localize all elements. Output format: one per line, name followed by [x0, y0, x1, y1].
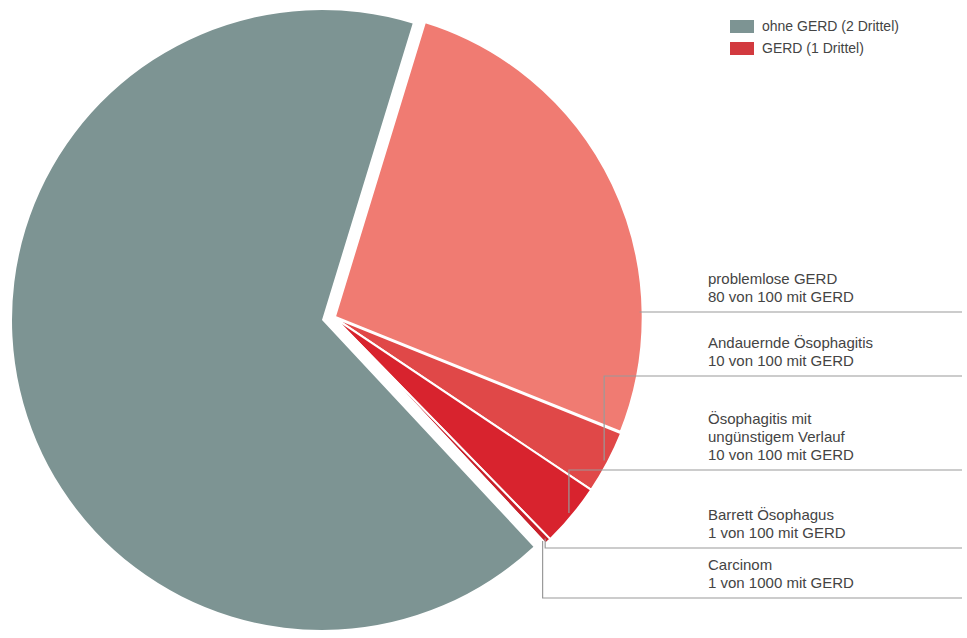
svg-text:ohne GERD (2 Drittel): ohne GERD (2 Drittel): [762, 18, 899, 34]
svg-text:ungünstigem Verlauf: ungünstigem Verlauf: [708, 428, 846, 445]
svg-text:GERD (1 Drittel): GERD (1 Drittel): [762, 40, 864, 56]
svg-text:1 von 1000 mit GERD: 1 von 1000 mit GERD: [708, 574, 854, 591]
svg-text:Andauernde Ösophagitis: Andauernde Ösophagitis: [708, 334, 873, 351]
svg-text:Carcinom: Carcinom: [708, 556, 772, 573]
svg-text:Barrett Ösophagus: Barrett Ösophagus: [708, 506, 834, 523]
svg-text:80 von 100 mit GERD: 80 von 100 mit GERD: [708, 288, 854, 305]
svg-text:Ösophagitis mit: Ösophagitis mit: [708, 410, 812, 427]
svg-text:10 von 100 mit GERD: 10 von 100 mit GERD: [708, 446, 854, 463]
svg-text:1 von 100 mit GERD: 1 von 100 mit GERD: [708, 524, 846, 541]
svg-text:problemlose GERD: problemlose GERD: [708, 270, 837, 287]
svg-text:10 von 100 mit GERD: 10 von 100 mit GERD: [708, 352, 854, 369]
